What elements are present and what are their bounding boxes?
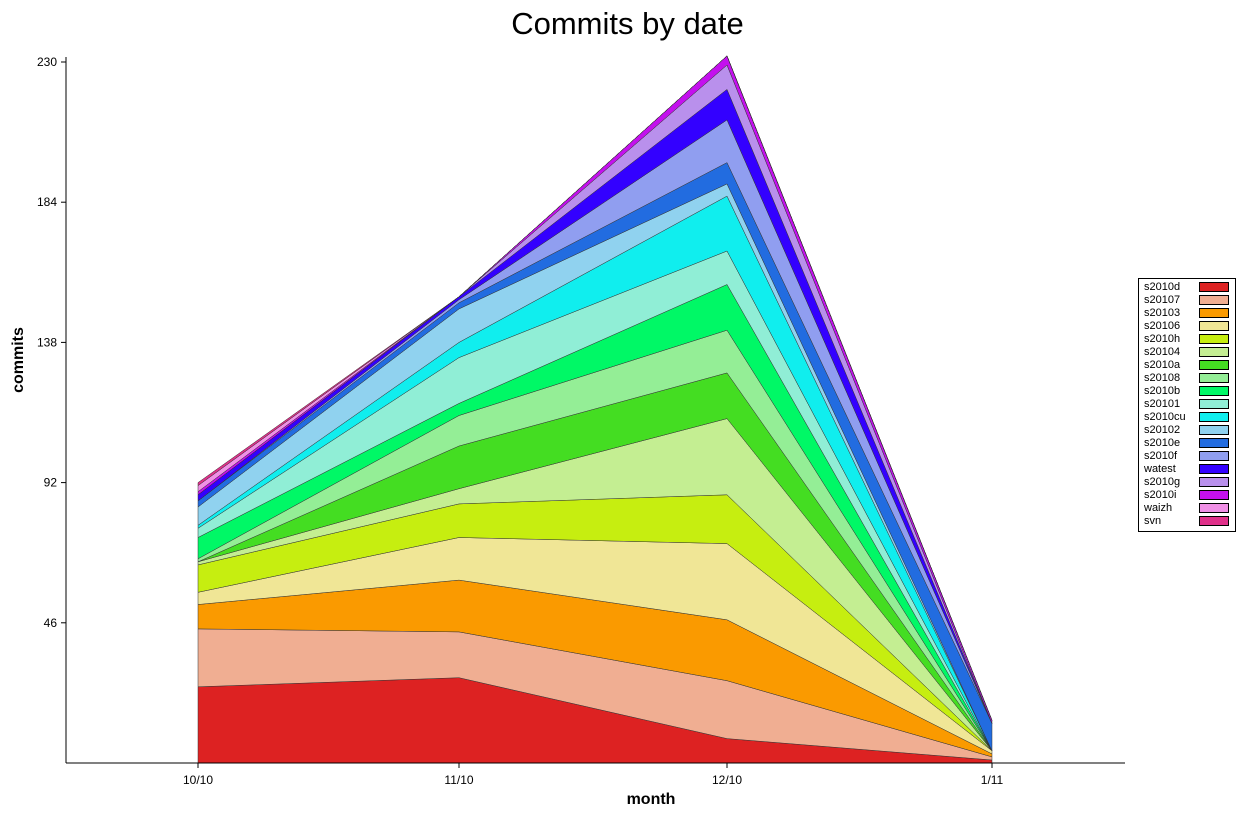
legend-swatch <box>1199 321 1229 331</box>
legend-label: s2010a <box>1144 359 1181 371</box>
legend-item: s20108 <box>1139 372 1235 385</box>
legend-swatch <box>1199 464 1229 474</box>
legend-label: s20102 <box>1144 424 1181 436</box>
legend-swatch <box>1199 451 1229 461</box>
legend-label: s20106 <box>1144 320 1181 332</box>
legend-item: watest <box>1139 463 1235 476</box>
legend-label: s2010f <box>1144 450 1178 462</box>
legend-label: s20107 <box>1144 294 1181 306</box>
legend-swatch <box>1199 425 1229 435</box>
legend: s2010d s20107 s20103 s20106 s2010h s20104 s201… <box>1138 278 1236 532</box>
x-tick-label: 12/10 <box>712 773 742 787</box>
legend-item: s20102 <box>1139 424 1235 437</box>
legend-item: s20103 <box>1139 307 1235 320</box>
x-tick-label: 10/10 <box>183 773 213 787</box>
legend-swatch <box>1199 295 1229 305</box>
legend-label: s2010cu <box>1144 411 1186 423</box>
legend-label: s20101 <box>1144 398 1181 410</box>
legend-item: s20101 <box>1139 398 1235 411</box>
legend-item: s20104 <box>1139 346 1235 359</box>
legend-swatch <box>1199 360 1229 370</box>
legend-item: s2010e <box>1139 437 1235 450</box>
legend-label: s2010d <box>1144 281 1181 293</box>
legend-label: s2010g <box>1144 476 1181 488</box>
legend-item: svn <box>1139 515 1235 528</box>
legend-item: s2010a <box>1139 359 1235 372</box>
legend-swatch <box>1199 308 1229 318</box>
y-axis-label: commits <box>10 327 27 393</box>
legend-swatch <box>1199 503 1229 513</box>
x-tick-label: 1/11 <box>981 773 1004 787</box>
legend-label: s2010b <box>1144 385 1181 397</box>
stacked-areas <box>197 55 993 764</box>
legend-item: s2010cu <box>1139 411 1235 424</box>
legend-swatch <box>1199 347 1229 357</box>
legend-item: s2010b <box>1139 385 1235 398</box>
axes: 46 92 138 184 230 10/10 11/10 12/10 1/11 <box>37 55 1125 787</box>
legend-item: s2010i <box>1139 489 1235 502</box>
legend-label: s2010h <box>1144 333 1181 345</box>
legend-item: s2010h <box>1139 333 1235 346</box>
legend-label: svn <box>1144 515 1162 527</box>
y-tick-label: 184 <box>37 195 57 209</box>
legend-swatch <box>1199 399 1229 409</box>
legend-label: waizh <box>1144 502 1173 514</box>
legend-item: s20107 <box>1139 294 1235 307</box>
legend-item: waizh <box>1139 502 1235 515</box>
x-axis-label: month <box>627 791 676 808</box>
area-svn <box>197 55 993 721</box>
legend-item: s2010f <box>1139 450 1235 463</box>
legend-label: s2010e <box>1144 437 1181 449</box>
legend-swatch <box>1199 334 1229 344</box>
legend-label: s20103 <box>1144 307 1181 319</box>
legend-swatch <box>1199 490 1229 500</box>
legend-item: s2010g <box>1139 476 1235 489</box>
legend-label: s2010i <box>1144 489 1177 501</box>
legend-swatch <box>1199 477 1229 487</box>
legend-label: watest <box>1144 463 1176 475</box>
legend-swatch <box>1199 373 1229 383</box>
legend-label: s20104 <box>1144 346 1181 358</box>
x-tick-label: 11/10 <box>444 773 473 787</box>
y-tick-label: 92 <box>44 476 58 490</box>
legend-swatch <box>1199 386 1229 396</box>
legend-swatch <box>1199 438 1229 448</box>
y-tick-label: 230 <box>37 55 57 69</box>
y-tick-label: 46 <box>44 616 58 630</box>
legend-item: s2010d <box>1139 281 1235 294</box>
legend-swatch <box>1199 412 1229 422</box>
chart-title: Commits by date <box>511 6 744 41</box>
legend-swatch <box>1199 516 1229 526</box>
legend-swatch <box>1199 282 1229 292</box>
y-tick-label: 138 <box>37 335 57 349</box>
legend-label: s20108 <box>1144 372 1181 384</box>
legend-item: s20106 <box>1139 320 1235 333</box>
